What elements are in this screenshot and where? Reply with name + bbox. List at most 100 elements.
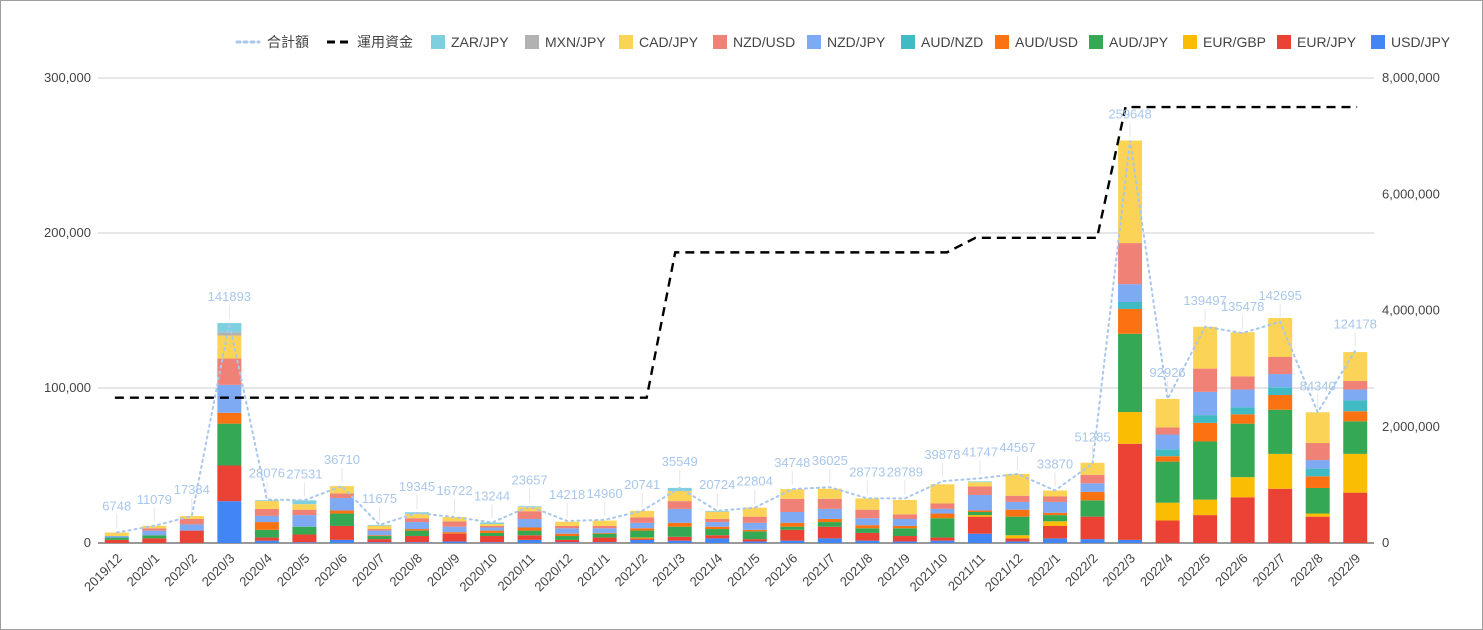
bar-segment-aud-jpy xyxy=(367,536,392,540)
bar-segment-nzd-jpy xyxy=(442,526,467,533)
legend[interactable]: 合計額 運用資金 ZAR/JPY MXN/JPY CAD/JPY NZD/USD NZD/J… xyxy=(235,34,1451,50)
bar-segment-cad-jpy xyxy=(1118,140,1143,244)
bar-segment-aud-usd xyxy=(329,510,354,514)
x-tick-label: 2022/4 xyxy=(1137,551,1176,590)
bar-segment-cad-jpy xyxy=(892,499,917,515)
x-tick-label: 2020/8 xyxy=(386,551,425,590)
total-data-label: 28789 xyxy=(887,464,923,479)
total-data-label: 33870 xyxy=(1037,457,1073,472)
x-tick-label: 2020/4 xyxy=(236,551,275,590)
bar-segment-usd-jpy xyxy=(480,542,505,543)
legend-swatch xyxy=(525,35,539,49)
bar-segment-nzd-jpy xyxy=(592,528,617,533)
total-data-label: 84340 xyxy=(1300,378,1336,393)
bar-segment-nzd-usd xyxy=(780,498,805,512)
legend-item-aud-nzd[interactable]: AUD/NZD xyxy=(901,34,983,50)
stacked-bars xyxy=(104,140,1368,543)
bar-segment-eur-jpy xyxy=(517,535,542,540)
bar-segment-nzd-usd xyxy=(517,511,542,519)
total-data-label: 28076 xyxy=(249,465,285,480)
x-tick-label: 2020/2 xyxy=(161,551,200,590)
legend-item-fund[interactable]: 運用資金 xyxy=(327,34,413,50)
bar-segment-cad-jpy xyxy=(217,335,242,359)
bar-segment-aud-usd xyxy=(967,510,992,512)
bar-segment-zar-jpy xyxy=(517,506,542,508)
bar-segment-eur-jpy xyxy=(1043,525,1067,539)
legend-swatch xyxy=(1277,35,1291,49)
legend-item-nzd-usd[interactable]: NZD/USD xyxy=(713,34,795,50)
total-data-label: 51285 xyxy=(1074,430,1110,445)
bar-segment-nzd-usd xyxy=(892,514,917,519)
left-tick-label: 100,000 xyxy=(44,380,91,395)
bar-segment-usd-jpy xyxy=(442,541,467,543)
bar-segment-cad-jpy xyxy=(329,486,354,494)
bar-segment-cad-jpy xyxy=(405,513,429,519)
bar-segment-aud-jpy xyxy=(742,531,767,540)
bar-segment-nzd-jpy xyxy=(104,536,129,538)
bar-segment-cad-jpy xyxy=(142,525,167,529)
legend-swatch xyxy=(619,35,633,49)
bar-segment-aud-usd xyxy=(367,535,392,537)
bar-segment-nzd-jpy xyxy=(742,522,767,530)
bar-segment-aud-usd xyxy=(1230,414,1255,424)
legend-item-aud-jpy[interactable]: AUD/JPY xyxy=(1089,34,1169,50)
total-data-label: 20724 xyxy=(699,477,735,492)
x-tick-label: 2021/10 xyxy=(907,551,951,595)
total-data-label: 36710 xyxy=(324,452,360,467)
bar-segment-aud-usd xyxy=(1118,308,1143,334)
bar-segment-eur-jpy xyxy=(742,539,767,542)
bar-segment-aud-jpy xyxy=(1268,409,1293,454)
bar-segment-eur-gbp xyxy=(1343,453,1368,493)
legend-item-eur-gbp[interactable]: EUR/GBP xyxy=(1183,34,1266,50)
legend-item-eur-jpy[interactable]: EUR/JPY xyxy=(1277,34,1357,50)
x-tick-label: 2021/8 xyxy=(837,551,876,590)
legend-item-mxn-jpy[interactable]: MXN/JPY xyxy=(525,34,606,50)
bar-segment-aud-usd xyxy=(1305,476,1330,488)
bar-segment-aud-jpy xyxy=(480,532,505,537)
bar-segment-cad-jpy xyxy=(555,521,580,526)
bar-segment-cad-jpy xyxy=(1230,332,1255,377)
bar-segment-aud-usd xyxy=(892,525,917,529)
bar-segment-nzd-usd xyxy=(254,508,279,516)
legend-label: ZAR/JPY xyxy=(451,34,509,50)
bar-segment-eur-jpy xyxy=(442,533,467,542)
bar-segment-usd-jpy xyxy=(1118,539,1143,543)
bar-segment-usd-jpy xyxy=(592,542,617,543)
bar-segment-usd-jpy xyxy=(367,542,392,543)
legend-item-nzd-jpy[interactable]: NZD/JPY xyxy=(807,34,886,50)
legend-item-usd-jpy[interactable]: USD/JPY xyxy=(1371,34,1451,50)
right-tick-label: 4,000,000 xyxy=(1382,303,1440,318)
legend-label: AUD/USD xyxy=(1015,34,1078,50)
x-tick-label: 2022/1 xyxy=(1024,551,1063,590)
bar-segment-aud-nzd xyxy=(1193,415,1218,423)
bar-segment-cad-jpy xyxy=(667,490,692,502)
bar-segment-eur-jpy xyxy=(367,539,392,543)
bar-segment-nzd-usd xyxy=(967,486,992,495)
bar-segment-cad-jpy xyxy=(630,510,655,518)
bar-segment-nzd-jpy xyxy=(892,518,917,526)
legend-item-aud-usd[interactable]: AUD/USD xyxy=(995,34,1078,50)
total-data-label: 124178 xyxy=(1334,317,1377,332)
bar-segment-nzd-usd xyxy=(667,501,692,509)
bar-segment-eur-jpy xyxy=(667,536,692,541)
bar-segment-eur-jpy xyxy=(892,536,917,542)
bar-segment-aud-nzd xyxy=(1118,301,1143,309)
bar-segment-aud-usd xyxy=(405,529,429,531)
legend-label: USD/JPY xyxy=(1391,34,1451,50)
bar-segment-cad-jpy xyxy=(817,488,842,499)
bar-segment-eur-jpy xyxy=(1343,492,1368,543)
x-tick-label: 2021/11 xyxy=(945,551,988,594)
legend-item-cad-jpy[interactable]: CAD/JPY xyxy=(619,34,699,50)
bar-segment-nzd-usd xyxy=(1080,474,1105,484)
bar-segment-usd-jpy xyxy=(667,540,692,543)
bar-segment-eur-gbp xyxy=(630,537,655,539)
bar-segment-aud-jpy xyxy=(1230,423,1255,478)
bar-segment-aud-usd xyxy=(442,532,467,534)
bar-segment-aud-usd xyxy=(517,527,542,531)
legend-label: MXN/JPY xyxy=(545,34,606,50)
bar-segment-aud-nzd xyxy=(1343,400,1368,412)
bar-segment-usd-jpy xyxy=(967,533,992,543)
bar-segment-nzd-jpy xyxy=(517,518,542,528)
legend-item-zar-jpy[interactable]: ZAR/JPY xyxy=(431,34,509,50)
legend-item-total[interactable]: 合計額 xyxy=(235,34,309,50)
